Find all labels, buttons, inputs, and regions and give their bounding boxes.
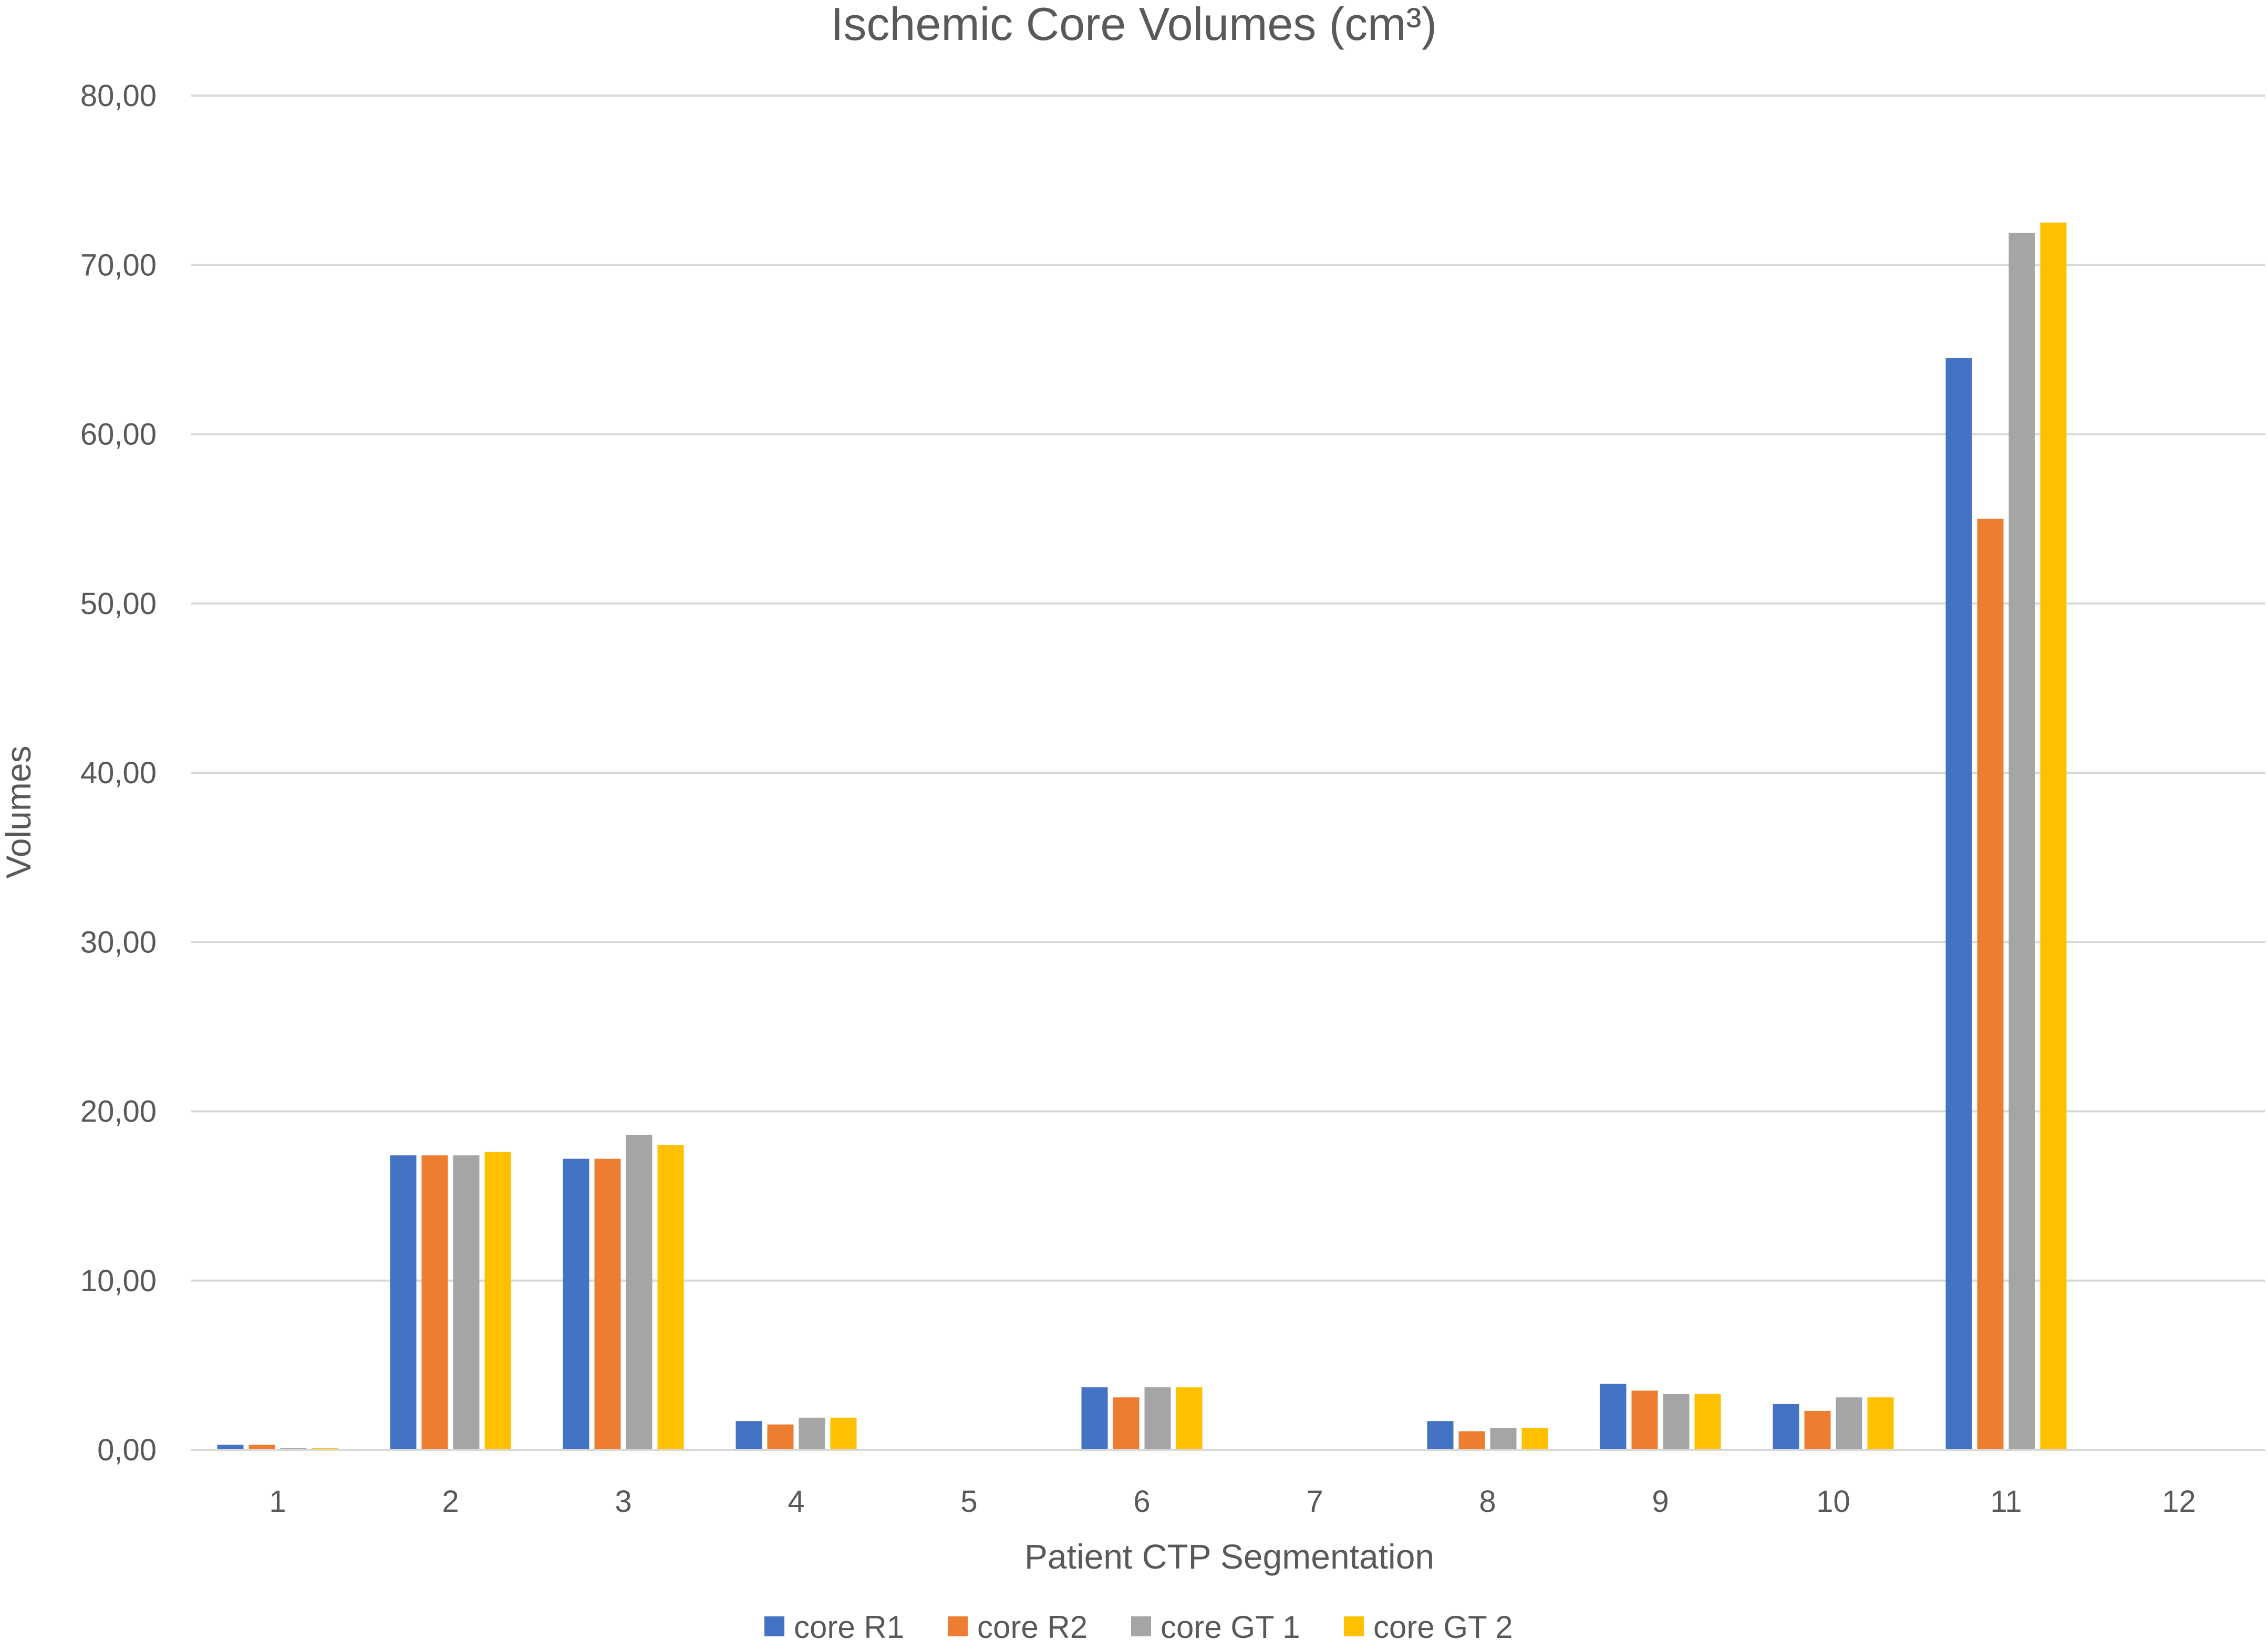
legend-swatch xyxy=(1131,1616,1151,1636)
bar-core-gt-2-2 xyxy=(484,1151,511,1450)
bar-core-r1-10 xyxy=(1773,1404,1799,1450)
bar-core-r2-3 xyxy=(594,1158,621,1450)
x-tick-label: 3 xyxy=(615,1485,631,1519)
x-tick-label: 1 xyxy=(269,1485,286,1519)
x-tick-label: 4 xyxy=(788,1485,804,1519)
bar-core-r1-11 xyxy=(1945,358,1972,1450)
bar-core-gt-1-4 xyxy=(799,1417,825,1450)
x-tick-label: 11 xyxy=(1990,1485,2022,1519)
y-tick-label: 60,00 xyxy=(80,418,157,452)
bar-core-r2-10 xyxy=(1804,1410,1831,1450)
y-tick-label: 50,00 xyxy=(80,587,157,621)
gridlines xyxy=(191,95,2265,1282)
bar-core-r1-8 xyxy=(1427,1421,1454,1450)
legend-label: core GT 2 xyxy=(1373,1610,1513,1645)
y-axis-title: Volumes xyxy=(0,745,38,878)
y-tick-label: 20,00 xyxy=(80,1095,157,1129)
bar-core-r2-2 xyxy=(421,1155,448,1450)
bar-core-gt-2-9 xyxy=(1694,1394,1721,1450)
bar-core-gt-1-8 xyxy=(1490,1428,1517,1450)
bar-core-r1-3 xyxy=(563,1158,589,1450)
bar-core-gt-2-3 xyxy=(657,1145,684,1450)
bar-core-gt-1-2 xyxy=(453,1155,480,1450)
y-tick-label: 40,00 xyxy=(80,756,157,790)
x-tick-label: 5 xyxy=(960,1485,977,1519)
bar-core-gt-1-10 xyxy=(1836,1397,1862,1450)
legend-label: core R2 xyxy=(977,1610,1088,1645)
legend-swatch xyxy=(948,1616,968,1636)
x-tick-label: 7 xyxy=(1306,1485,1323,1519)
y-tick-label: 30,00 xyxy=(80,925,157,959)
legend-swatch xyxy=(1344,1616,1364,1636)
bar-core-r2-6 xyxy=(1113,1397,1140,1450)
x-tick-label: 12 xyxy=(2162,1485,2196,1519)
bar-core-r2-8 xyxy=(1458,1431,1485,1450)
bar-core-r2-1 xyxy=(248,1445,275,1450)
legend-swatch xyxy=(764,1616,784,1636)
bar-core-r1-9 xyxy=(1600,1384,1627,1450)
x-tick-label: 2 xyxy=(442,1485,459,1519)
bar-core-gt-2-10 xyxy=(1867,1397,1894,1450)
bar-core-r1-1 xyxy=(217,1445,244,1450)
bar-core-gt-2-4 xyxy=(830,1417,857,1450)
bar-core-gt-2-11 xyxy=(2040,222,2067,1450)
x-tick-label: 6 xyxy=(1133,1485,1150,1519)
y-tick-label: 10,00 xyxy=(80,1264,157,1298)
bar-core-r1-4 xyxy=(736,1421,762,1450)
bar-core-gt-2-6 xyxy=(1176,1387,1203,1450)
legend-label: core GT 1 xyxy=(1161,1610,1300,1645)
x-tick-label: 8 xyxy=(1479,1485,1496,1519)
x-axis-title: Patient CTP Segmentation xyxy=(1024,1537,1434,1576)
y-axis-ticks: 0,00 10,00 20,00 30,00 40,00 50,00 60,00 70,00 8… xyxy=(80,79,157,1467)
legend-label: core R1 xyxy=(794,1610,904,1645)
bar-core-gt-1-6 xyxy=(1144,1387,1171,1450)
bars xyxy=(217,222,2067,1450)
bar-core-r1-6 xyxy=(1081,1387,1108,1450)
bar-core-r1-2 xyxy=(390,1155,417,1450)
bar-core-r2-9 xyxy=(1631,1390,1658,1450)
bar-core-gt-2-8 xyxy=(1521,1428,1548,1450)
legend: core R1 core R2 core GT 1 core GT 2 xyxy=(764,1610,1513,1645)
x-tick-label: 10 xyxy=(1816,1485,1850,1519)
x-tick-label: 9 xyxy=(1652,1485,1669,1519)
x-axis-ticks: 1 2 3 4 5 6 7 8 9 10 11 12 xyxy=(269,1485,2195,1519)
bar-core-gt-1-11 xyxy=(2008,233,2035,1450)
chart-title: Ischemic Core Volumes (cm³) xyxy=(831,0,1437,50)
y-tick-label: 0,00 xyxy=(97,1433,157,1467)
bar-core-gt-1-9 xyxy=(1663,1394,1690,1450)
y-tick-label: 80,00 xyxy=(80,79,157,113)
y-tick-label: 70,00 xyxy=(80,248,157,282)
bar-core-gt-1-3 xyxy=(626,1135,653,1450)
bar-core-r2-4 xyxy=(767,1424,794,1450)
bar-core-r2-11 xyxy=(1977,518,2004,1450)
